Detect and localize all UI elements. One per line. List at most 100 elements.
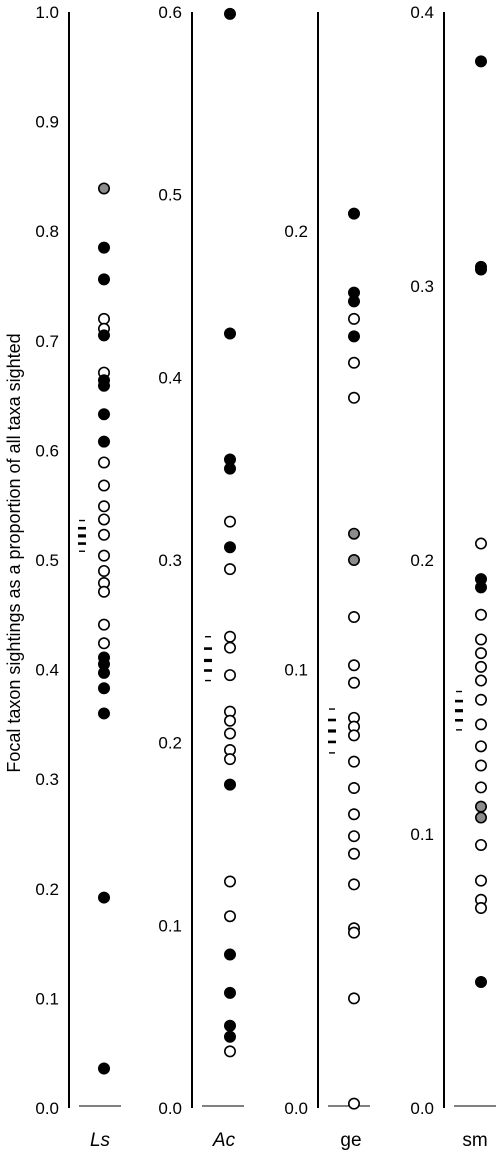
panel-ge-ytick-label: 0.0	[284, 1099, 308, 1118]
panel-ls-data-point	[98, 273, 111, 286]
panel-ls-data-point	[98, 241, 111, 254]
panel-ls-data-point	[98, 379, 111, 392]
panel-ls-category-label: Ls	[90, 1130, 111, 1151]
panel-ls-ytick-label: 0.4	[35, 661, 59, 680]
panel-sm-data-point	[474, 537, 487, 550]
panel-ge-data-point	[347, 676, 360, 689]
panel-ge-data-point	[347, 312, 360, 325]
panel-ls-data-point	[98, 312, 111, 325]
panel-ac-data-point	[224, 669, 237, 682]
panel-ls-ytick-label: 0.7	[35, 332, 59, 351]
panel-ls-data-point	[98, 707, 111, 720]
panel-ac-data-point	[224, 515, 237, 528]
panel-ge-data-point	[347, 808, 360, 821]
panel-ls-data-point	[98, 479, 111, 492]
panel-ac-ytick-label: 0.4	[158, 368, 182, 387]
panel-sm-data-point	[474, 901, 487, 914]
panel-sm-data-point	[474, 838, 487, 851]
panel-ge-data-point	[347, 830, 360, 843]
panel-sm-data-point	[474, 740, 487, 753]
panel-ge-data-point	[347, 356, 360, 369]
panel-sm-data-point	[474, 800, 487, 813]
panel-ge-data-point	[347, 992, 360, 1005]
panel-ac-data-point	[224, 563, 237, 576]
panel-ac-data-point	[224, 778, 237, 791]
panel-ls-ytick-label: 0.0	[35, 1099, 59, 1118]
panel-ac-ytick-label: 0.2	[158, 734, 182, 753]
panel-ls-data-point	[98, 666, 111, 679]
panel-ls-data-point	[98, 891, 111, 904]
panel-ge-data-point	[347, 878, 360, 891]
panel-sm-data-point	[474, 718, 487, 731]
panel-ac-data-point	[224, 1030, 237, 1043]
panel-ac-data-point	[224, 541, 237, 554]
panel-sm-data-point	[474, 581, 487, 594]
panel-ls-data-point	[98, 500, 111, 513]
panel-ls-ytick-label: 0.5	[35, 551, 59, 570]
panel-sm-data-point	[474, 608, 487, 621]
panel-sm-data-point	[474, 759, 487, 772]
panel-ge-ytick-label: 0.1	[284, 661, 308, 680]
panel-sm-ytick-label: 0.1	[410, 825, 434, 844]
panel-sm-data-point	[474, 633, 487, 646]
panel-ac-data-point	[224, 948, 237, 961]
panel-sm-data-point	[474, 781, 487, 794]
panel-ge-data-point	[347, 553, 360, 566]
panel-ls-ytick-label: 0.1	[35, 989, 59, 1008]
panel-ac-data-point	[224, 714, 237, 727]
panel-sm-data-point	[474, 975, 487, 988]
panel-sm-data-point	[474, 660, 487, 673]
panel-ls-data-point	[98, 682, 111, 695]
panel-sm-category-label: sm	[462, 1130, 487, 1151]
panel-ac-ytick-label: 0.1	[158, 916, 182, 935]
panel-ge-data-point	[347, 1097, 360, 1110]
panel-sm-data-point	[474, 874, 487, 887]
panel-ls-ytick-label: 0.6	[35, 441, 59, 460]
panel-ac-data-point	[224, 630, 237, 643]
panel-ls-data-point	[98, 456, 111, 469]
panel-ls-data-point	[98, 1062, 111, 1075]
panel-ge-data-point	[347, 781, 360, 794]
panel-ls-ytick-label: 1.0	[35, 3, 59, 22]
panel-ge-data-point	[347, 527, 360, 540]
panel-ge-data-point	[347, 847, 360, 860]
panel-ac-ytick-label: 0.5	[158, 186, 182, 205]
panel-ac-data-point	[224, 327, 237, 340]
panel-ge-data-point	[347, 926, 360, 939]
panel-sm-ytick-label: 0.2	[410, 551, 434, 570]
panel-ac-data-point	[224, 462, 237, 475]
panel-ge-data-point	[347, 610, 360, 623]
panel-ls-data-point	[98, 637, 111, 650]
panel-ac-data-point	[224, 986, 237, 999]
panel-ge-data-point	[347, 330, 360, 343]
panel-ac-data-point	[224, 641, 237, 654]
panel-ge-ytick-label: 0.2	[284, 222, 308, 241]
panel-ge-category-label: ge	[340, 1130, 361, 1151]
panel-ac-ytick-label: 0.0	[158, 1099, 182, 1118]
panel-ls-data-point	[98, 528, 111, 541]
panel-sm-data-point	[474, 55, 487, 68]
panel-ls-data-point	[98, 564, 111, 577]
panel-ls-ytick-label: 0.9	[35, 113, 59, 132]
panel-ac-data-point	[224, 727, 237, 740]
panel-ge-data-point	[347, 391, 360, 404]
panel-sm-ytick-label: 0.0	[410, 1099, 434, 1118]
panel-sm-data-point	[474, 693, 487, 706]
panel-ls-ytick-label: 0.2	[35, 880, 59, 899]
panel-ls-ytick-label: 0.8	[35, 222, 59, 241]
panel-ge-data-point	[347, 729, 360, 742]
panel-sm-data-point	[474, 674, 487, 687]
panel-ac-data-point	[224, 1019, 237, 1032]
panel-ls-data-point	[98, 435, 111, 448]
panel-ge-data-point	[347, 659, 360, 672]
panel-ls-data-point	[98, 513, 111, 526]
panel-ls-data-point	[98, 329, 111, 342]
panel-ls-data-point	[98, 408, 111, 421]
panel-ac-data-point	[224, 875, 237, 888]
panel-ac-data-point	[224, 910, 237, 923]
panel-ls-data-point	[98, 549, 111, 562]
panel-ac-data-point	[224, 753, 237, 766]
panel-sm-ytick-label: 0.3	[410, 277, 434, 296]
panel-ac-data-point	[224, 7, 237, 20]
panel-sm-ytick-label: 0.4	[410, 3, 434, 22]
